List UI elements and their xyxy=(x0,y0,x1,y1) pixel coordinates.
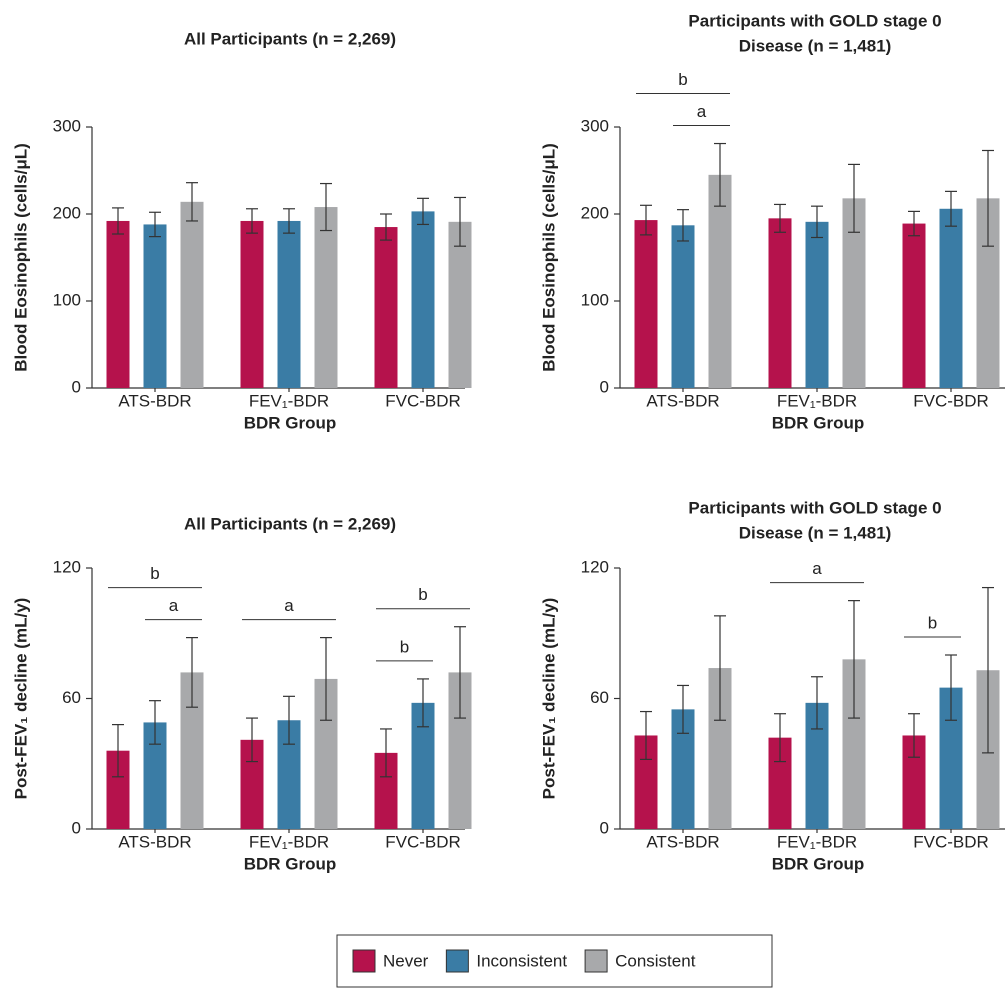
bar xyxy=(314,207,338,388)
legend-box xyxy=(336,934,773,988)
y-axis-title: Post-FEV₁ decline (mL/y) xyxy=(539,598,558,800)
bar xyxy=(768,218,792,388)
bar xyxy=(842,659,866,829)
y-axis-title: Post-FEV₁ decline (mL/y) xyxy=(11,598,30,800)
y-tick-label: 300 xyxy=(53,116,81,135)
x-tick-label: FVC-BDR xyxy=(385,832,461,851)
bar xyxy=(411,211,435,388)
x-tick-label: FEV₁-BDR xyxy=(249,832,329,851)
bar xyxy=(805,221,829,388)
y-tick-label: 0 xyxy=(600,377,609,396)
chart-title: Participants with GOLD stage 0 xyxy=(688,11,941,30)
chart-title: All Participants (n = 2,269) xyxy=(184,29,396,48)
chart-title: Disease (n = 1,481) xyxy=(739,523,892,542)
y-tick-label: 300 xyxy=(581,116,609,135)
x-tick-label: FEV₁-BDR xyxy=(777,391,857,410)
y-tick-label: 100 xyxy=(53,290,81,309)
y-tick-label: 0 xyxy=(72,377,81,396)
significance-label: a xyxy=(812,559,822,578)
bar xyxy=(106,750,130,829)
y-tick-label: 120 xyxy=(53,557,81,576)
bar xyxy=(374,752,398,829)
x-tick-label: FVC-BDR xyxy=(385,391,461,410)
bar xyxy=(671,225,695,388)
y-tick-label: 60 xyxy=(62,688,81,707)
significance-label: b xyxy=(928,613,937,632)
significance-label: a xyxy=(284,596,294,615)
legend-label: Inconsistent xyxy=(476,951,567,970)
y-axis-title: Blood Eosinophils (cells/μL) xyxy=(539,143,558,372)
bar xyxy=(277,720,301,829)
legend-label: Never xyxy=(383,951,429,970)
y-tick-label: 60 xyxy=(590,688,609,707)
bar xyxy=(180,672,204,829)
significance-label: a xyxy=(169,596,179,615)
bar xyxy=(106,220,130,388)
y-tick-label: 200 xyxy=(53,203,81,222)
x-tick-label: FVC-BDR xyxy=(913,832,989,851)
bar xyxy=(180,201,204,388)
bar xyxy=(448,221,472,388)
legend-swatch xyxy=(584,949,608,973)
bar xyxy=(939,208,963,388)
y-tick-label: 120 xyxy=(581,557,609,576)
x-tick-label: ATS-BDR xyxy=(646,391,719,410)
x-axis-title: BDR Group xyxy=(772,854,865,873)
bar xyxy=(842,198,866,388)
bar xyxy=(902,223,926,388)
chart-title: Disease (n = 1,481) xyxy=(739,36,892,55)
significance-label: b xyxy=(150,564,159,583)
x-axis-title: BDR Group xyxy=(772,413,865,432)
x-tick-label: ATS-BDR xyxy=(118,832,191,851)
legend-swatch xyxy=(445,949,469,973)
x-tick-label: ATS-BDR xyxy=(646,832,719,851)
bar xyxy=(314,678,338,829)
bar xyxy=(374,227,398,388)
bar xyxy=(708,668,732,829)
significance-label: b xyxy=(400,637,409,656)
legend-swatch xyxy=(352,949,376,973)
chart-title: Participants with GOLD stage 0 xyxy=(688,498,941,517)
bar xyxy=(671,709,695,829)
bar xyxy=(143,722,167,829)
y-axis-title: Blood Eosinophils (cells/μL) xyxy=(11,143,30,372)
y-tick-label: 0 xyxy=(72,818,81,837)
legend-label: Consistent xyxy=(615,951,696,970)
bar xyxy=(939,687,963,829)
chart-title: All Participants (n = 2,269) xyxy=(184,514,396,533)
x-tick-label: FVC-BDR xyxy=(913,391,989,410)
bar xyxy=(634,220,658,388)
x-axis-title: BDR Group xyxy=(244,413,337,432)
x-tick-label: FEV₁-BDR xyxy=(777,832,857,851)
significance-label: b xyxy=(678,70,687,89)
significance-label: a xyxy=(697,102,707,121)
bar xyxy=(768,737,792,829)
y-tick-label: 0 xyxy=(600,818,609,837)
significance-label: b xyxy=(418,585,427,604)
x-tick-label: FEV₁-BDR xyxy=(249,391,329,410)
bar xyxy=(708,174,732,388)
bar xyxy=(240,220,264,388)
bar xyxy=(805,702,829,829)
x-tick-label: ATS-BDR xyxy=(118,391,191,410)
y-tick-label: 100 xyxy=(581,290,609,309)
y-tick-label: 200 xyxy=(581,203,609,222)
bar xyxy=(902,735,926,829)
bar xyxy=(143,224,167,388)
x-axis-title: BDR Group xyxy=(244,854,337,873)
bar xyxy=(411,702,435,829)
bar xyxy=(448,672,472,829)
bar xyxy=(277,220,301,388)
